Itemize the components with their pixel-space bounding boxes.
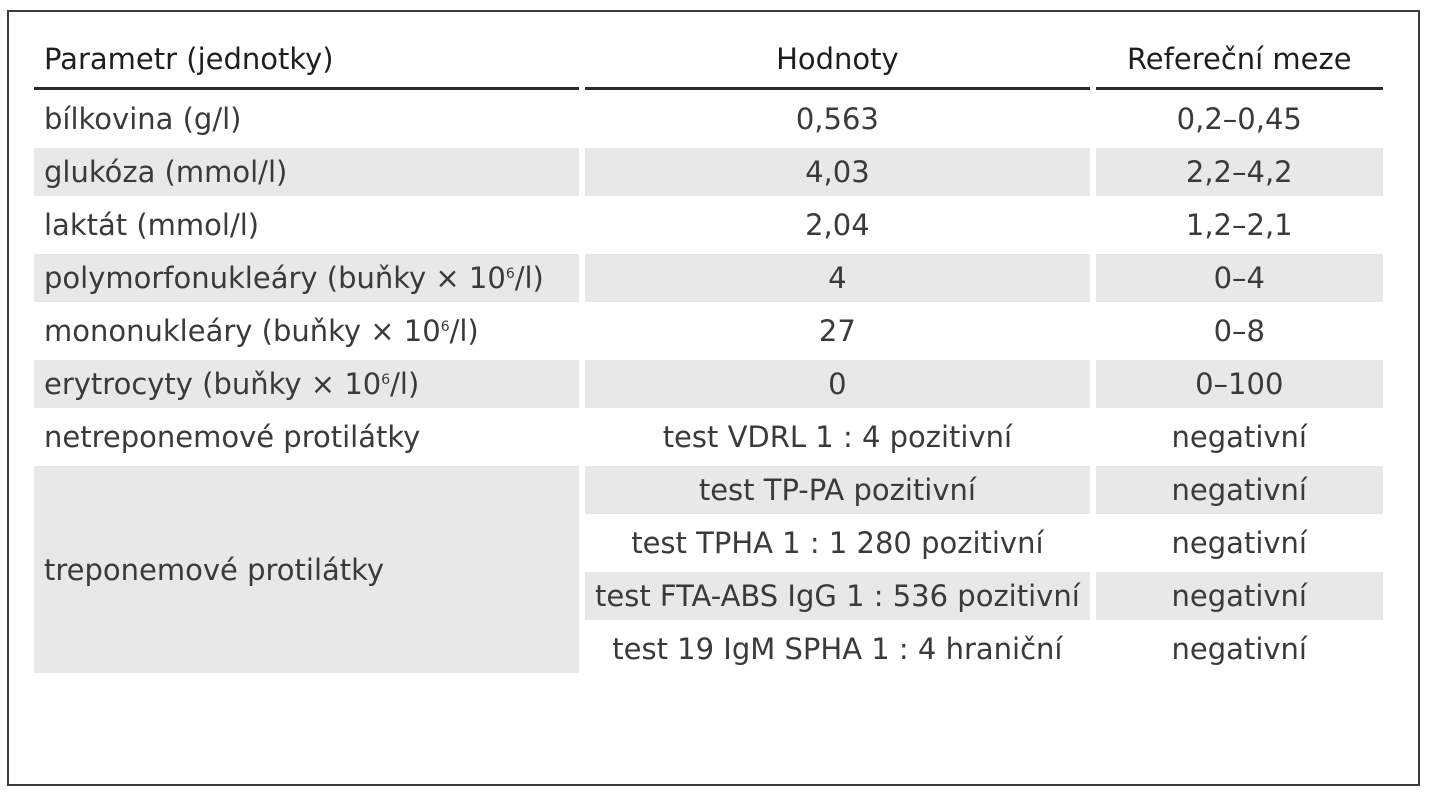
table-row: test FTA-ABS IgG 1 : 536 pozitivní negat… (34, 572, 1383, 620)
table-row: test 19 IgM SPHA 1 : 4 hraniční negativn… (34, 625, 1383, 673)
row-value: 4,03 (585, 148, 1090, 196)
parameter-text: polymorfonukleáry (buňky × 10 (44, 261, 506, 295)
table-row: glukóza (mmol/l) 4,03 2,2–4,2 (34, 148, 1383, 196)
table-row: test TPHA 1 : 1 280 pozitivní negativní (34, 519, 1383, 567)
table-row: laktát (mmol/l) 2,04 1,2–2,1 (34, 201, 1383, 249)
row-parameter: laktát (mmol/l) (44, 208, 260, 242)
row-value: test 19 IgM SPHA 1 : 4 hraniční (612, 632, 1063, 666)
row-value: 0,563 (795, 102, 879, 136)
parameter-text: mononukleáry (buňky × 10 (44, 314, 441, 348)
table-frame (7, 10, 1420, 786)
table-row: netreponemové protilátky test VDRL 1 : 4… (34, 413, 1383, 461)
exponent: 6 (505, 266, 515, 282)
row-parameter: glukóza (mmol/l) (34, 148, 579, 196)
row-value: test TP-PA pozitivní (585, 466, 1090, 514)
row-parameter: mononukleáry (buňky × 106/l) (34, 307, 579, 355)
row-reference: 2,2–4,2 (1095, 148, 1383, 196)
row-value: test VDRL 1 : 4 pozitivní (662, 420, 1013, 454)
row-value: test FTA-ABS IgG 1 : 536 pozitivní (585, 572, 1090, 620)
row-reference: negativní (1171, 632, 1307, 666)
parameter-text: erytrocyty (buňky × 10 (44, 367, 382, 401)
row-parameter: bílkovina (g/l) (44, 102, 242, 136)
header-values: Hodnoty (585, 31, 1090, 90)
row-parameter-treponemal: treponemové protilátky (34, 466, 579, 673)
table-row: erytrocyty (buňky × 106/l) 0 0–100 (34, 360, 1383, 408)
row-value: 0 (585, 360, 1090, 408)
parameter-unit-tail: /l) (449, 314, 479, 348)
table-header-row: Parametr (jednotky) Hodnoty Refereční me… (34, 31, 1383, 90)
exponent: 6 (440, 319, 450, 335)
row-parameter: polymorfonukleáry (buňky × 106/l) (34, 254, 579, 302)
row-reference: negativní (1095, 572, 1383, 620)
lab-results-table: Parametr (jednotky) Hodnoty Refereční me… (28, 26, 1389, 678)
row-reference: 0–100 (1095, 360, 1383, 408)
parameter-unit-tail: /l) (514, 261, 544, 295)
row-value: 4 (585, 254, 1090, 302)
row-value: 27 (818, 314, 856, 348)
exponent: 6 (381, 372, 391, 388)
table-row: mononukleáry (buňky × 106/l) 27 0–8 (34, 307, 1383, 355)
row-parameter: erytrocyty (buňky × 106/l) (34, 360, 579, 408)
row-reference: negativní (1171, 420, 1307, 454)
row-reference: 0–8 (1213, 314, 1265, 348)
row-reference: 0,2–0,45 (1176, 102, 1302, 136)
row-reference: negativní (1095, 466, 1383, 514)
header-reference: Refereční meze (1095, 31, 1383, 90)
table-row: polymorfonukleáry (buňky × 106/l) 4 0–4 (34, 254, 1383, 302)
row-parameter: netreponemové protilátky (44, 420, 421, 454)
table-row: treponemové protilátky test TP-PA poziti… (34, 466, 1383, 673)
row-reference: 1,2–2,1 (1185, 208, 1293, 242)
row-reference: negativní (1171, 526, 1307, 560)
table-row: bílkovina (g/l) 0,563 0,2–0,45 (34, 95, 1383, 143)
row-value: test TPHA 1 : 1 280 pozitivní (631, 526, 1044, 560)
row-value: 2,04 (805, 208, 870, 242)
parameter-unit-tail: /l) (390, 367, 420, 401)
header-parameter: Parametr (jednotky) (34, 31, 579, 90)
row-reference: 0–4 (1095, 254, 1383, 302)
